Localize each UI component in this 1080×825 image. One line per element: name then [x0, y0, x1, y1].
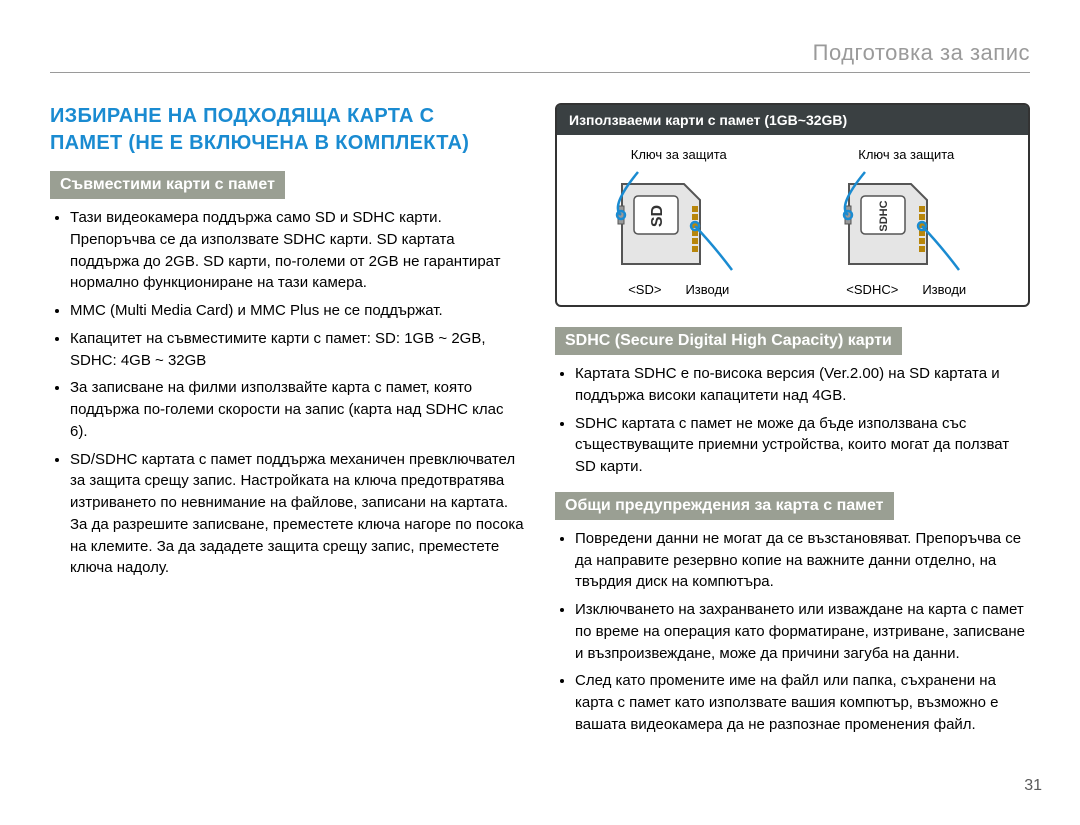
warnings-section: Общи предупреждения за карта с памет	[555, 492, 1030, 528]
svg-text:SDHC: SDHC	[878, 200, 890, 231]
warnings-bullet-list: Повредени данни не могат да се възстанов…	[555, 528, 1030, 742]
header-rule: Подготовка за запис	[50, 40, 1030, 73]
main-title-line2: ПАМЕТ (НЕ Е ВКЛЮЧЕНА В КОМПЛЕКТА)	[50, 132, 469, 154]
sub-heading-label: Съвместими карти с памет	[50, 171, 285, 199]
diagram-header: Използваеми карти с памет (1GB~32GB)	[557, 105, 1028, 135]
list-item: Изключването на захранването или изважда…	[575, 599, 1030, 664]
page-root: Подготовка за запис ИЗБИРАНЕ НА ПОДХОДЯЩ…	[50, 40, 1030, 785]
sdhc-label: <SDHC>	[846, 282, 898, 297]
page-number: 31	[1024, 777, 1042, 795]
sdhc-card-icon: SDHC	[831, 166, 981, 276]
sd-card-diagram: Ключ за защита SD	[604, 147, 754, 297]
left-bullet-list: Тази видеокамера поддържа само SD и SDHC…	[50, 207, 525, 585]
protect-label-sdhc: Ключ за защита	[858, 147, 954, 162]
list-item: След като промените име на файл или папк…	[575, 670, 1030, 735]
content-columns: ИЗБИРАНЕ НА ПОДХОДЯЩА КАРТА С ПАМЕТ (НЕ …	[50, 103, 1030, 785]
sd-bottom-labels: <SD> Изводи	[628, 282, 729, 297]
sdhc-section: SDHC (Secure Digital High Capacity) карт…	[555, 327, 1030, 363]
terminals-label-sd: Изводи	[685, 282, 729, 297]
sdhc-bullet-list: Картата SDHC е по-висока версия (Ver.2.0…	[555, 363, 1030, 484]
list-item: SD/SDHC картата с памет поддържа механич…	[70, 449, 525, 580]
list-item: Картата SDHC е по-висока версия (Ver.2.0…	[575, 363, 1030, 407]
memory-card-diagram: Използваеми карти с памет (1GB~32GB) Клю…	[555, 103, 1030, 307]
right-column: Използваеми карти с памет (1GB~32GB) Клю…	[555, 103, 1030, 785]
sd-label: <SD>	[628, 282, 661, 297]
main-title-line1: ИЗБИРАНЕ НА ПОДХОДЯЩА КАРТА С	[50, 105, 434, 127]
section-title: Подготовка за запис	[50, 40, 1030, 66]
sdhc-bottom-labels: <SDHC> Изводи	[846, 282, 966, 297]
sub-heading-compatible: Съвместими карти с памет	[50, 171, 525, 207]
left-column: ИЗБИРАНЕ НА ПОДХОДЯЩА КАРТА С ПАМЕТ (НЕ …	[50, 103, 525, 785]
svg-text:SD: SD	[649, 205, 666, 227]
list-item: Тази видеокамера поддържа само SD и SDHC…	[70, 207, 525, 294]
diagram-body: Ключ за защита SD	[557, 135, 1028, 297]
sdhc-heading: SDHC (Secure Digital High Capacity) карт…	[555, 327, 902, 355]
protect-label-sd: Ключ за защита	[631, 147, 727, 162]
list-item: Повредени данни не могат да се възстанов…	[575, 528, 1030, 593]
warnings-heading: Общи предупреждения за карта с памет	[555, 492, 894, 520]
sd-card-icon: SD	[604, 166, 754, 276]
list-item: Капацитет на съвместимите карти с памет:…	[70, 328, 525, 372]
terminals-label-sdhc: Изводи	[922, 282, 966, 297]
list-item: За записване на филми използвайте карта …	[70, 377, 525, 442]
sdhc-card-diagram: Ключ за защита SDHC	[831, 147, 981, 297]
list-item: MMC (Multi Media Card) и MMC Plus не се …	[70, 300, 525, 322]
main-title: ИЗБИРАНЕ НА ПОДХОДЯЩА КАРТА С ПАМЕТ (НЕ …	[50, 103, 525, 157]
list-item: SDHC картата с памет не може да бъде изп…	[575, 413, 1030, 478]
